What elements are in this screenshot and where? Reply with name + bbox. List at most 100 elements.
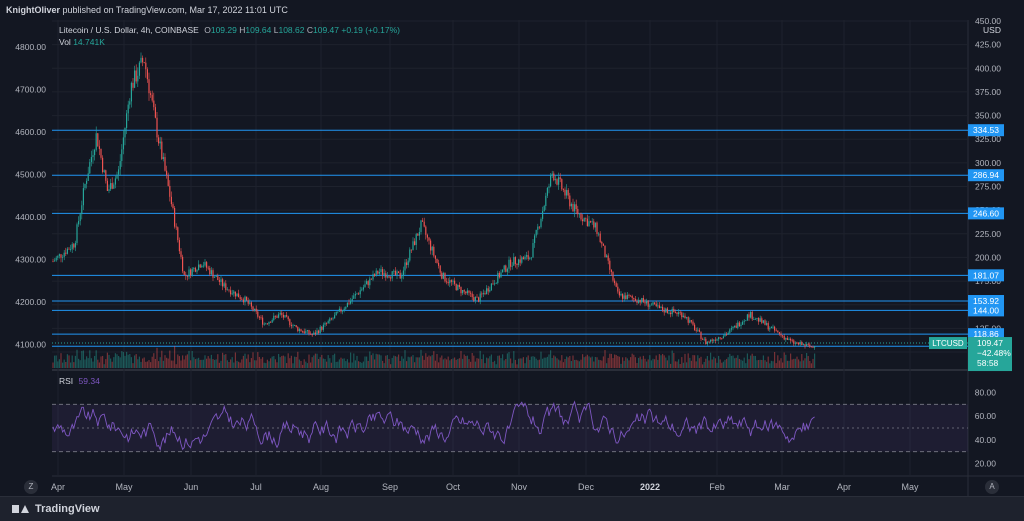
candle-body [654,302,656,304]
volume-bar [562,362,564,368]
volume-bar [346,359,348,368]
candle-body [204,262,206,266]
candle-body [342,310,344,312]
zoom-button[interactable]: Z [24,480,38,494]
candle-body [270,321,272,323]
candle-body [278,314,280,318]
volume-bar [470,361,472,368]
candle-body [542,211,544,219]
volume-bar [473,355,475,368]
volume-bar [564,358,566,368]
volume-bar [526,357,528,368]
candle-body [657,305,659,307]
volume-bar [668,355,670,368]
right-axis-tick: 400.00 [975,63,1001,73]
volume-bar [454,357,456,368]
published-banner: KnightOliver published on TradingView.co… [0,0,1024,20]
volume-bar [166,357,168,368]
volume-bar [223,354,225,368]
volume-bar [175,364,177,368]
volume-bar [553,355,555,368]
candle-body [335,311,337,316]
candle-body [631,295,633,298]
candle-body [514,257,516,264]
volume-bar [287,353,289,368]
volume-bar [446,359,448,368]
candle-body [564,189,566,196]
candle-body [754,318,756,320]
candle-body [198,264,200,271]
candle-body [126,113,128,128]
rsi-axis-tick: 80.00 [975,388,997,398]
volume-bar [319,357,321,368]
right-axis-tick: 300.00 [975,158,1001,168]
volume-bar [642,355,644,368]
volume-bar [530,356,532,368]
candle-body [490,283,492,290]
candle-body [794,342,796,344]
volume-bar [113,357,115,368]
candle-body [319,326,321,334]
volume-bar [270,358,272,368]
candle-body [615,283,617,287]
right-axis-tick: 350.00 [975,111,1001,121]
candle-body [735,325,737,328]
volume-bar [788,360,790,368]
candle-body [401,275,403,279]
volume-bar [308,354,310,368]
candle-body [399,272,401,279]
candle-body [374,274,376,276]
volume-bar [340,357,342,368]
candle-body [218,280,220,282]
volume-bar [414,362,416,368]
volume-bar [273,356,275,368]
candle-body [428,237,430,241]
volume-bar [162,360,164,368]
candle-body [433,246,435,256]
time-axis-tick: Jun [184,482,199,492]
volume-bar [799,361,801,368]
candle-body [745,320,747,322]
candle-body [329,318,331,322]
volume-bar [140,361,142,368]
candle-body [782,335,784,337]
published-text: published on TradingView.com, Mar 17, 20… [62,5,288,15]
volume-bar [497,355,499,368]
volume-bar [615,354,617,368]
volume-bar [498,355,500,368]
candle-body [410,249,412,251]
volume-bar [684,353,686,368]
volume-bar [649,355,651,368]
volume-bar [322,358,324,368]
volume-bar [554,356,556,368]
volume-bar [156,347,158,368]
volume-bar [558,359,560,368]
volume-bar [58,359,60,368]
volume-bar [433,351,435,368]
volume-bar [153,353,155,368]
candle-body [134,70,136,88]
candle-body [404,262,406,271]
volume-bar [423,359,425,368]
candle-body [207,267,209,269]
volume-bar [775,363,777,368]
candle-body [625,295,627,300]
candle-body [438,262,440,266]
volume-bar [238,361,240,368]
volume-bar [191,350,193,368]
candle-body [337,311,339,313]
volume-bar [282,355,284,368]
volume-bar [254,360,256,368]
candle-body [274,315,276,317]
candle-body [806,344,808,347]
auto-scale-button[interactable]: A [985,480,999,494]
candle-body [356,293,358,295]
volume-bar [426,356,428,368]
volume-bar [730,355,732,368]
volume-bar [170,360,172,368]
candle-body [562,189,564,190]
candle-body [418,231,420,236]
volume-bar [82,350,84,368]
candle-body [446,281,448,283]
